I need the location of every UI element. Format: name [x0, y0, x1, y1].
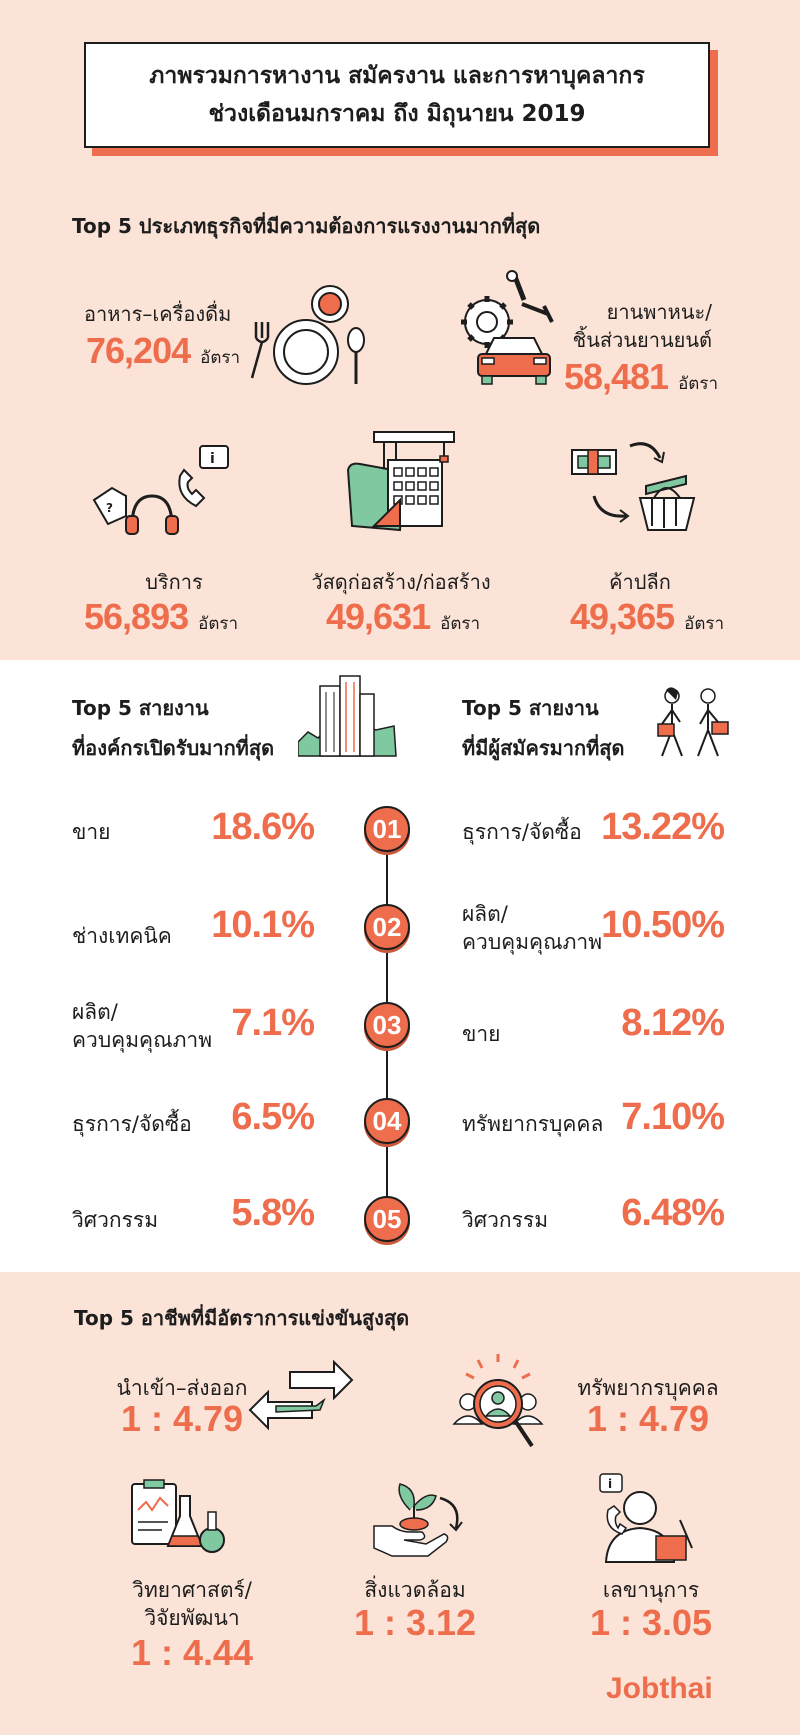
secretary-icon: i: [596, 1470, 696, 1566]
rank-badge-2: 02: [364, 904, 410, 950]
hr-search-icon: [448, 1352, 548, 1452]
page-title-line2: ช่วงเดือนมกราคม ถึง มิถุนายน 2019: [208, 101, 586, 127]
money-basket-icon: [570, 436, 700, 536]
unit-label: อัตรา: [684, 614, 725, 634]
svg-text:?: ?: [106, 501, 113, 515]
left-ranking-heading-1: Top 5 สายงาน: [72, 696, 209, 720]
business-label-service: บริการ: [145, 570, 203, 594]
rank-badge-4: 04: [364, 1098, 410, 1144]
right-rank-label-4: ทรัพยากรบุคคล: [462, 1112, 604, 1136]
right-rank-label-5: วิศวกรรม: [462, 1208, 549, 1232]
page-title-line1: ภาพรวมการหางาน สมัครงาน และการหาบุคลากร: [149, 63, 645, 89]
right-rank-label-3: ขาย: [462, 1022, 501, 1046]
left-ranking-heading-2: ที่องค์กรเปิดรับมากที่สุด: [72, 736, 275, 760]
left-rank-pct-5: 5.8%: [231, 1192, 315, 1234]
business-value-construction: 49,631: [326, 596, 431, 637]
rank-badge-3: 03: [364, 1002, 410, 1048]
competition-label-environment: สิ่งแวดล้อม: [364, 1578, 466, 1602]
business-value-service: 56,893: [84, 596, 189, 637]
svg-text:i: i: [210, 451, 215, 467]
business-label-vehicle-1: ยานพาหนะ/: [606, 300, 712, 324]
left-rank-pct-4: 6.5%: [231, 1096, 315, 1138]
business-value-food: 76,204: [86, 330, 191, 371]
right-rank-label-2a: ผลิต/: [462, 902, 508, 926]
right-rank-pct-5: 6.48%: [621, 1192, 725, 1234]
left-rank-label-3a: ผลิต/: [72, 1000, 118, 1024]
svg-text:i: i: [608, 1477, 612, 1491]
unit-label: อัตรา: [440, 614, 481, 634]
left-rank-label-3b: ควบคุมคุณภาพ: [72, 1028, 213, 1052]
right-rank-pct-2: 10.50%: [601, 904, 725, 946]
left-rank-label-4: ธุรการ/จัดซื้อ: [72, 1112, 192, 1136]
business-value-retail-row: 49,365 อัตรา: [570, 596, 724, 638]
rank-badge-1: 01: [364, 806, 410, 852]
business-label-construction: วัสดุก่อสร้าง/ก่อสร้าง: [311, 570, 491, 594]
competition-label-science-1: วิทยาศาสตร์/: [132, 1578, 252, 1602]
lab-icon: [128, 1476, 228, 1566]
business-value-vehicle: 58,481: [563, 356, 669, 397]
competition-label-hr: ทรัพยากรบุคคล: [577, 1376, 719, 1400]
right-rank-label-2b: ควบคุมคุณภาพ: [462, 930, 603, 954]
left-rank-pct-2: 10.1%: [211, 904, 315, 946]
left-rank-label-1: ขาย: [72, 820, 111, 844]
import-export-icon: [246, 1358, 356, 1448]
unit-label: อัตรา: [200, 348, 241, 368]
business-value-food-row: 76,204 อัตรา: [86, 330, 240, 372]
left-rank-label-5: วิศวกรรม: [72, 1208, 159, 1232]
competition-label-import-export: นำเข้า–ส่งออก: [116, 1376, 248, 1400]
rankings-section: [0, 660, 800, 1272]
unit-label: อัตรา: [198, 614, 239, 634]
right-ranking-heading-2: ที่มีผู้สมัครมากที่สุด: [462, 736, 625, 760]
right-ranking-heading-1: Top 5 สายงาน: [462, 696, 599, 720]
dining-icon: [244, 282, 374, 392]
left-rank-label-2: ช่างเทคนิค: [72, 924, 172, 948]
competition-ratio-hr: 1 : 4.79: [586, 1398, 710, 1439]
competition-ratio-import-export: 1 : 4.79: [120, 1398, 244, 1439]
left-rank-pct-3: 7.1%: [231, 1002, 315, 1044]
right-rank-pct-3: 8.12%: [621, 1002, 725, 1044]
business-value-service-row: 56,893 อัตรา: [84, 596, 238, 638]
business-value-construction-row: 49,631 อัตรา: [326, 596, 480, 638]
business-value-retail: 49,365: [570, 596, 675, 637]
right-rank-pct-4: 7.10%: [621, 1096, 725, 1138]
jobthai-logo: Jobthai: [606, 1672, 713, 1705]
competition-ratio-science: 1 : 4.44: [130, 1632, 254, 1673]
headset-phone-icon: ? i: [88, 440, 238, 540]
building-icon: [298, 672, 398, 762]
competition-label-secretary: เลขานุการ: [602, 1578, 700, 1602]
rank-badge-5: 05: [364, 1196, 410, 1242]
left-rank-pct-1: 18.6%: [211, 806, 315, 848]
business-label-vehicle-2: ชิ้นส่วนยานยนต์: [572, 328, 712, 352]
plant-hand-icon: [370, 1476, 470, 1566]
right-rank-pct-1: 13.22%: [601, 806, 725, 848]
title-box: ภาพรวมการหางาน สมัครงาน และการหาบุคลากร …: [84, 42, 710, 148]
walking-people-icon: [652, 686, 732, 762]
business-value-vehicle-row: 58,481 อัตรา: [564, 356, 718, 398]
competition-heading: Top 5 อาชีพที่มีอัตราการแข่งขันสูงสุด: [74, 1306, 410, 1330]
construction-icon: [344, 430, 464, 540]
business-label-food: อาหาร–เครื่องดื่ม: [84, 302, 232, 326]
competition-ratio-environment: 1 : 3.12: [353, 1602, 477, 1643]
top-business-heading: Top 5 ประเภทธุรกิจที่มีความต้องการแรงงาน…: [72, 214, 541, 238]
unit-label: อัตรา: [678, 374, 718, 394]
business-label-retail: ค้าปลีก: [609, 570, 671, 594]
car-gear-icon: [452, 270, 562, 390]
competition-label-science-2: วิจัยพัฒนา: [144, 1606, 240, 1630]
right-rank-label-1: ธุรการ/จัดซื้อ: [462, 820, 582, 844]
competition-ratio-secretary: 1 : 3.05: [589, 1602, 713, 1643]
